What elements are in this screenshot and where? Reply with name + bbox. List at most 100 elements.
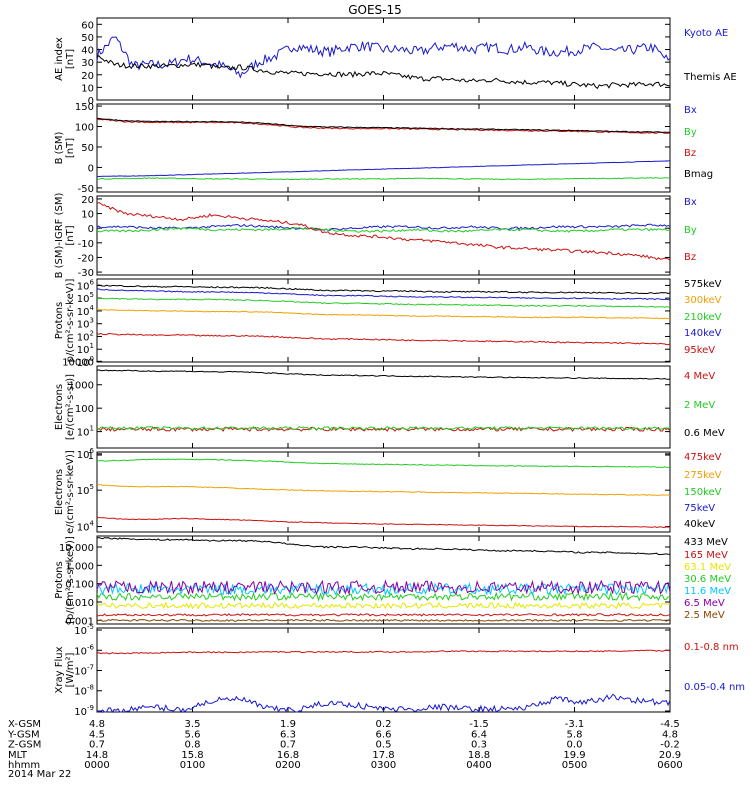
legend-label: 30.6 MeV [684, 574, 731, 585]
time-axis-row-label: Z-GSM [8, 740, 41, 751]
series-line [96, 227, 671, 233]
series-line [96, 55, 671, 90]
series-line [96, 36, 671, 79]
panel-b_sm: 150 100 50 0 -50 B (SM)[nT] Bx By Bz Bmag [54, 102, 713, 195]
y-tick-label: 60 [81, 20, 94, 31]
series-line [96, 425, 671, 431]
figure-title: GOES-15 [348, 3, 402, 17]
time-axis-value: 0.2 [376, 719, 392, 730]
time-axis-value: 6.6 [376, 729, 392, 740]
panel-frame [96, 195, 671, 276]
y-tick-label: 0 [88, 96, 94, 107]
y-axis-label: B (SM)-IGRF (SM)[nT] [54, 193, 76, 279]
legend-label: 95keV [684, 345, 715, 356]
y-tick-label: 105 [77, 483, 94, 497]
legend-label: 433 MeV [684, 537, 728, 548]
y-tick-label: -10 [78, 239, 94, 250]
time-axis-value: 5.6 [185, 729, 201, 740]
time-axis-value: 0300 [371, 760, 396, 771]
series-line [97, 613, 671, 617]
panel-xray: 10-5 10-6 10-7 10-8 10-9 Xray Flux[W/m²] 0.1-0… [54, 623, 745, 718]
legend-label: 11.6 MeV [684, 586, 731, 597]
time-axis-value: 0.8 [185, 740, 201, 751]
time-axis-value: 0.3 [471, 740, 487, 751]
time-axis-value: 0200 [275, 760, 300, 771]
series-line [96, 591, 671, 602]
date-label: 2014 Mar 22 [8, 769, 71, 780]
legend-label: 75keV [684, 503, 715, 514]
y-tick-label: 30 [81, 58, 94, 69]
legend-label: Bz [684, 252, 696, 263]
time-axis-value: 15.8 [181, 750, 203, 761]
legend-label: 165 MeV [684, 550, 728, 561]
series-line [96, 369, 670, 380]
series-line [96, 618, 671, 622]
legend-label: 575keV [684, 279, 722, 290]
legend-label: By [684, 225, 697, 236]
series-line [96, 288, 671, 301]
series-line [96, 308, 671, 320]
y-tick-label: 104 [77, 520, 95, 534]
time-axis-value: 0100 [180, 760, 205, 771]
y-tick-label: 1000 [69, 381, 94, 392]
series-line [96, 579, 671, 596]
series-line [96, 582, 671, 597]
panel-frame [96, 627, 671, 713]
time-axis-value: 16.8 [277, 750, 299, 761]
time-axis-value: 0000 [84, 760, 109, 771]
y-tick-label: 10000 [62, 357, 94, 368]
y-tick-label: 20 [81, 195, 94, 206]
y-tick-label: 101 [77, 425, 94, 439]
y-axis-label: Electronse/(cm²-s-sr-keV)] [54, 450, 76, 534]
series-line [96, 536, 670, 556]
y-axis-label: Xray Flux[W/m²] [54, 646, 76, 693]
legend-label: By [684, 127, 697, 138]
legend-label: 63.1 MeV [684, 562, 731, 573]
time-axis-value: -3.1 [565, 719, 585, 730]
series-line [96, 649, 671, 655]
time-axis-value: -0.2 [660, 740, 680, 751]
y-tick-label: 0 [88, 163, 94, 174]
y-tick-label: 10-7 [74, 664, 94, 678]
time-axis-value: 6.4 [471, 729, 487, 740]
time-axis-value: 18.8 [468, 750, 490, 761]
time-axis-value: 4.8 [89, 719, 105, 730]
legend-label: 140keV [684, 328, 722, 339]
legend-label: Themis AE [683, 72, 737, 83]
time-axis-value: 20.9 [659, 750, 681, 761]
y-tick-label: 1 [88, 451, 94, 462]
y-tick-label: 10-6 [74, 643, 94, 657]
time-axis-value: 0500 [562, 760, 587, 771]
legend-label: 0.6 MeV [684, 428, 725, 439]
time-axis: X-GSM 4.8 3.5 1.9 0.2 -1.5 -3.1 -4.5 Y-GSM 4.5 5.6… [7, 719, 683, 780]
legend-label: 4 MeV [684, 371, 715, 382]
time-axis-value: 19.9 [563, 750, 585, 761]
y-tick-label: 150 [75, 102, 94, 113]
panel-electrons_int: 1 101 100 1000 10000 Electrons[e/(cm²-s-sr)] 4… [54, 357, 725, 462]
y-axis-label: Protons[p/(cm²-s-sr-keV)] [54, 536, 76, 624]
series-line [96, 332, 671, 346]
time-axis-value: -1.5 [469, 719, 489, 730]
y-tick-label: -20 [78, 253, 94, 264]
legend-label: Kyoto AE [684, 28, 728, 39]
y-axis-label: Electrons[e/(cm²-s-sr)] [54, 374, 76, 440]
y-tick-label: 0.100 [65, 580, 94, 591]
time-axis-value: 3.5 [185, 719, 201, 730]
legend-label: 275keV [684, 470, 722, 481]
y-axis-label: B (SM)[nT] [54, 131, 76, 164]
y-tick-label: 0.010 [65, 598, 94, 609]
time-axis-value: 0.0 [567, 740, 583, 751]
legend-label: 0.1-0.8 nm [684, 642, 739, 653]
y-tick-label: 10.000 [59, 543, 94, 554]
time-axis-value: 0.7 [89, 740, 105, 751]
y-tick-label: 10 [81, 83, 94, 94]
time-axis-value: 4.8 [662, 729, 678, 740]
time-axis-value: 0600 [657, 760, 682, 771]
legend-label: 475keV [684, 452, 722, 463]
time-axis-row-label: MLT [8, 750, 28, 761]
time-axis-value: 0400 [466, 760, 491, 771]
